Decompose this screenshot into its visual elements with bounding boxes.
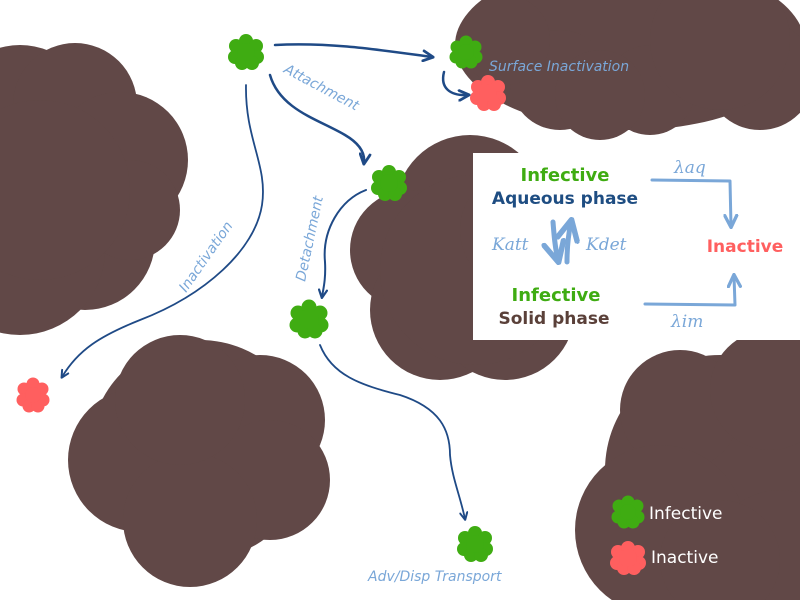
arrow-katt [553,219,558,260]
soil-grain-top-right [455,0,800,140]
box-lambda-im: λim [670,312,703,332]
box-inactive: Inactive [707,237,784,257]
label-adv-disp-transport: Adv/Disp Transport [367,569,502,585]
process-box [473,153,800,340]
arrow-detachment [322,189,367,297]
box-infective-solid: Infective [512,285,601,306]
arrow-inactivation [62,84,264,377]
arrow-lambda-aq [650,178,731,226]
label-detachment: Detachment [293,194,327,283]
virus-infective-transported [457,526,493,562]
arrow-to-surface [273,43,432,57]
box-lambda-aq: λaq [673,158,706,178]
legend: Infective Inactive [610,495,723,575]
box-k-att: Katt [491,235,529,255]
soil-grain-bottom-left [68,335,330,587]
arrow-transport [319,344,465,519]
label-surface-inactivation: Surface Inactivation [489,59,629,75]
virus-infective-detached [289,299,329,339]
virus-infective-attached [371,165,407,201]
soil-grain-left [0,43,188,335]
arrow-kdet [567,222,571,265]
virus-inactive-surface [470,75,506,111]
legend-infective-icon [611,495,645,529]
legend-infective-label: Infective [649,504,723,524]
arrow-surface-inactivation [441,70,468,95]
virus-infective-surface [449,35,483,69]
box-infective-aqueous: Infective [521,165,610,186]
legend-inactive-label: Inactive [651,548,718,568]
arrow-lambda-im [643,276,735,307]
virus-inactive-left [16,377,50,413]
box-k-det: Kdet [585,235,627,255]
box-aqueous-phase: Aqueous phase [492,189,638,209]
legend-inactive-icon [610,541,646,575]
box-solid-phase: Solid phase [498,309,609,329]
virus-infective-source [228,34,264,70]
arrow-attachment [268,73,364,163]
